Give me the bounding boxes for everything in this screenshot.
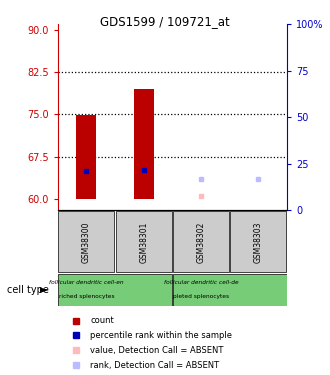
Text: ►: ►	[40, 285, 49, 295]
Text: GSM38302: GSM38302	[197, 221, 206, 262]
Text: follicular dendritic cell-en: follicular dendritic cell-en	[49, 280, 124, 285]
Text: GDS1599 / 109721_at: GDS1599 / 109721_at	[100, 15, 230, 28]
Text: riched splenocytes: riched splenocytes	[59, 294, 114, 299]
Bar	[230, 211, 286, 273]
Bar	[58, 274, 172, 306]
Text: follicular dendritic cell-de: follicular dendritic cell-de	[164, 280, 238, 285]
Text: rank, Detection Call = ABSENT: rank, Detection Call = ABSENT	[90, 361, 219, 370]
Text: cell type: cell type	[7, 285, 49, 295]
Bar	[76, 115, 96, 199]
Text: GSM38303: GSM38303	[254, 221, 263, 262]
Text: percentile rank within the sample: percentile rank within the sample	[90, 331, 232, 340]
Text: pleted splenocytes: pleted splenocytes	[173, 294, 229, 299]
Bar	[116, 211, 172, 273]
Bar	[173, 211, 229, 273]
Text: GSM38300: GSM38300	[82, 221, 91, 262]
Text: value, Detection Call = ABSENT: value, Detection Call = ABSENT	[90, 346, 224, 355]
Bar	[173, 274, 287, 306]
Text: GSM38301: GSM38301	[139, 221, 148, 262]
Bar	[58, 211, 115, 273]
Text: count: count	[90, 316, 114, 325]
Bar	[134, 89, 154, 199]
